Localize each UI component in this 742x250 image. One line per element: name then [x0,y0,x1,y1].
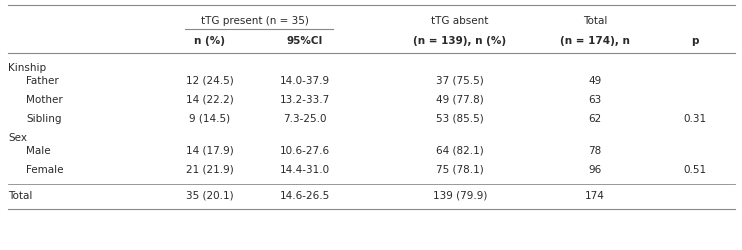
Text: 0.51: 0.51 [683,164,706,174]
Text: p: p [692,36,699,46]
Text: 10.6-27.6: 10.6-27.6 [280,146,330,156]
Text: 95%CI: 95%CI [287,36,324,46]
Text: 14.6-26.5: 14.6-26.5 [280,190,330,200]
Text: 174: 174 [585,190,605,200]
Text: 63: 63 [588,94,602,104]
Text: 37 (75.5): 37 (75.5) [436,76,484,86]
Text: Sex: Sex [8,132,27,142]
Text: 12 (24.5): 12 (24.5) [186,76,234,86]
Text: tTG absent: tTG absent [431,16,489,26]
Text: Father: Father [26,76,59,86]
Text: n (%): n (%) [194,36,226,46]
Text: 53 (85.5): 53 (85.5) [436,114,484,124]
Text: Sibling: Sibling [26,114,62,124]
Text: Male: Male [26,146,50,156]
Text: Mother: Mother [26,94,63,104]
Text: 49 (77.8): 49 (77.8) [436,94,484,104]
Text: 9 (14.5): 9 (14.5) [189,114,231,124]
Text: 78: 78 [588,146,602,156]
Text: Total: Total [582,16,607,26]
Text: 96: 96 [588,164,602,174]
Text: 35 (20.1): 35 (20.1) [186,190,234,200]
Text: 49: 49 [588,76,602,86]
Text: 13.2-33.7: 13.2-33.7 [280,94,330,104]
Text: Total: Total [8,190,33,200]
Text: 64 (82.1): 64 (82.1) [436,146,484,156]
Text: (n = 174), n: (n = 174), n [560,36,630,46]
Text: 0.31: 0.31 [683,114,706,124]
Text: 7.3-25.0: 7.3-25.0 [283,114,326,124]
Text: 62: 62 [588,114,602,124]
Text: Female: Female [26,164,64,174]
Text: 21 (21.9): 21 (21.9) [186,164,234,174]
Text: Kinship: Kinship [8,63,46,73]
Text: 14 (22.2): 14 (22.2) [186,94,234,104]
Text: 14 (17.9): 14 (17.9) [186,146,234,156]
Text: tTG present (n = 35): tTG present (n = 35) [201,16,309,26]
Text: 139 (79.9): 139 (79.9) [433,190,487,200]
Text: 14.0-37.9: 14.0-37.9 [280,76,330,86]
Text: 14.4-31.0: 14.4-31.0 [280,164,330,174]
Text: (n = 139), n (%): (n = 139), n (%) [413,36,507,46]
Text: 75 (78.1): 75 (78.1) [436,164,484,174]
